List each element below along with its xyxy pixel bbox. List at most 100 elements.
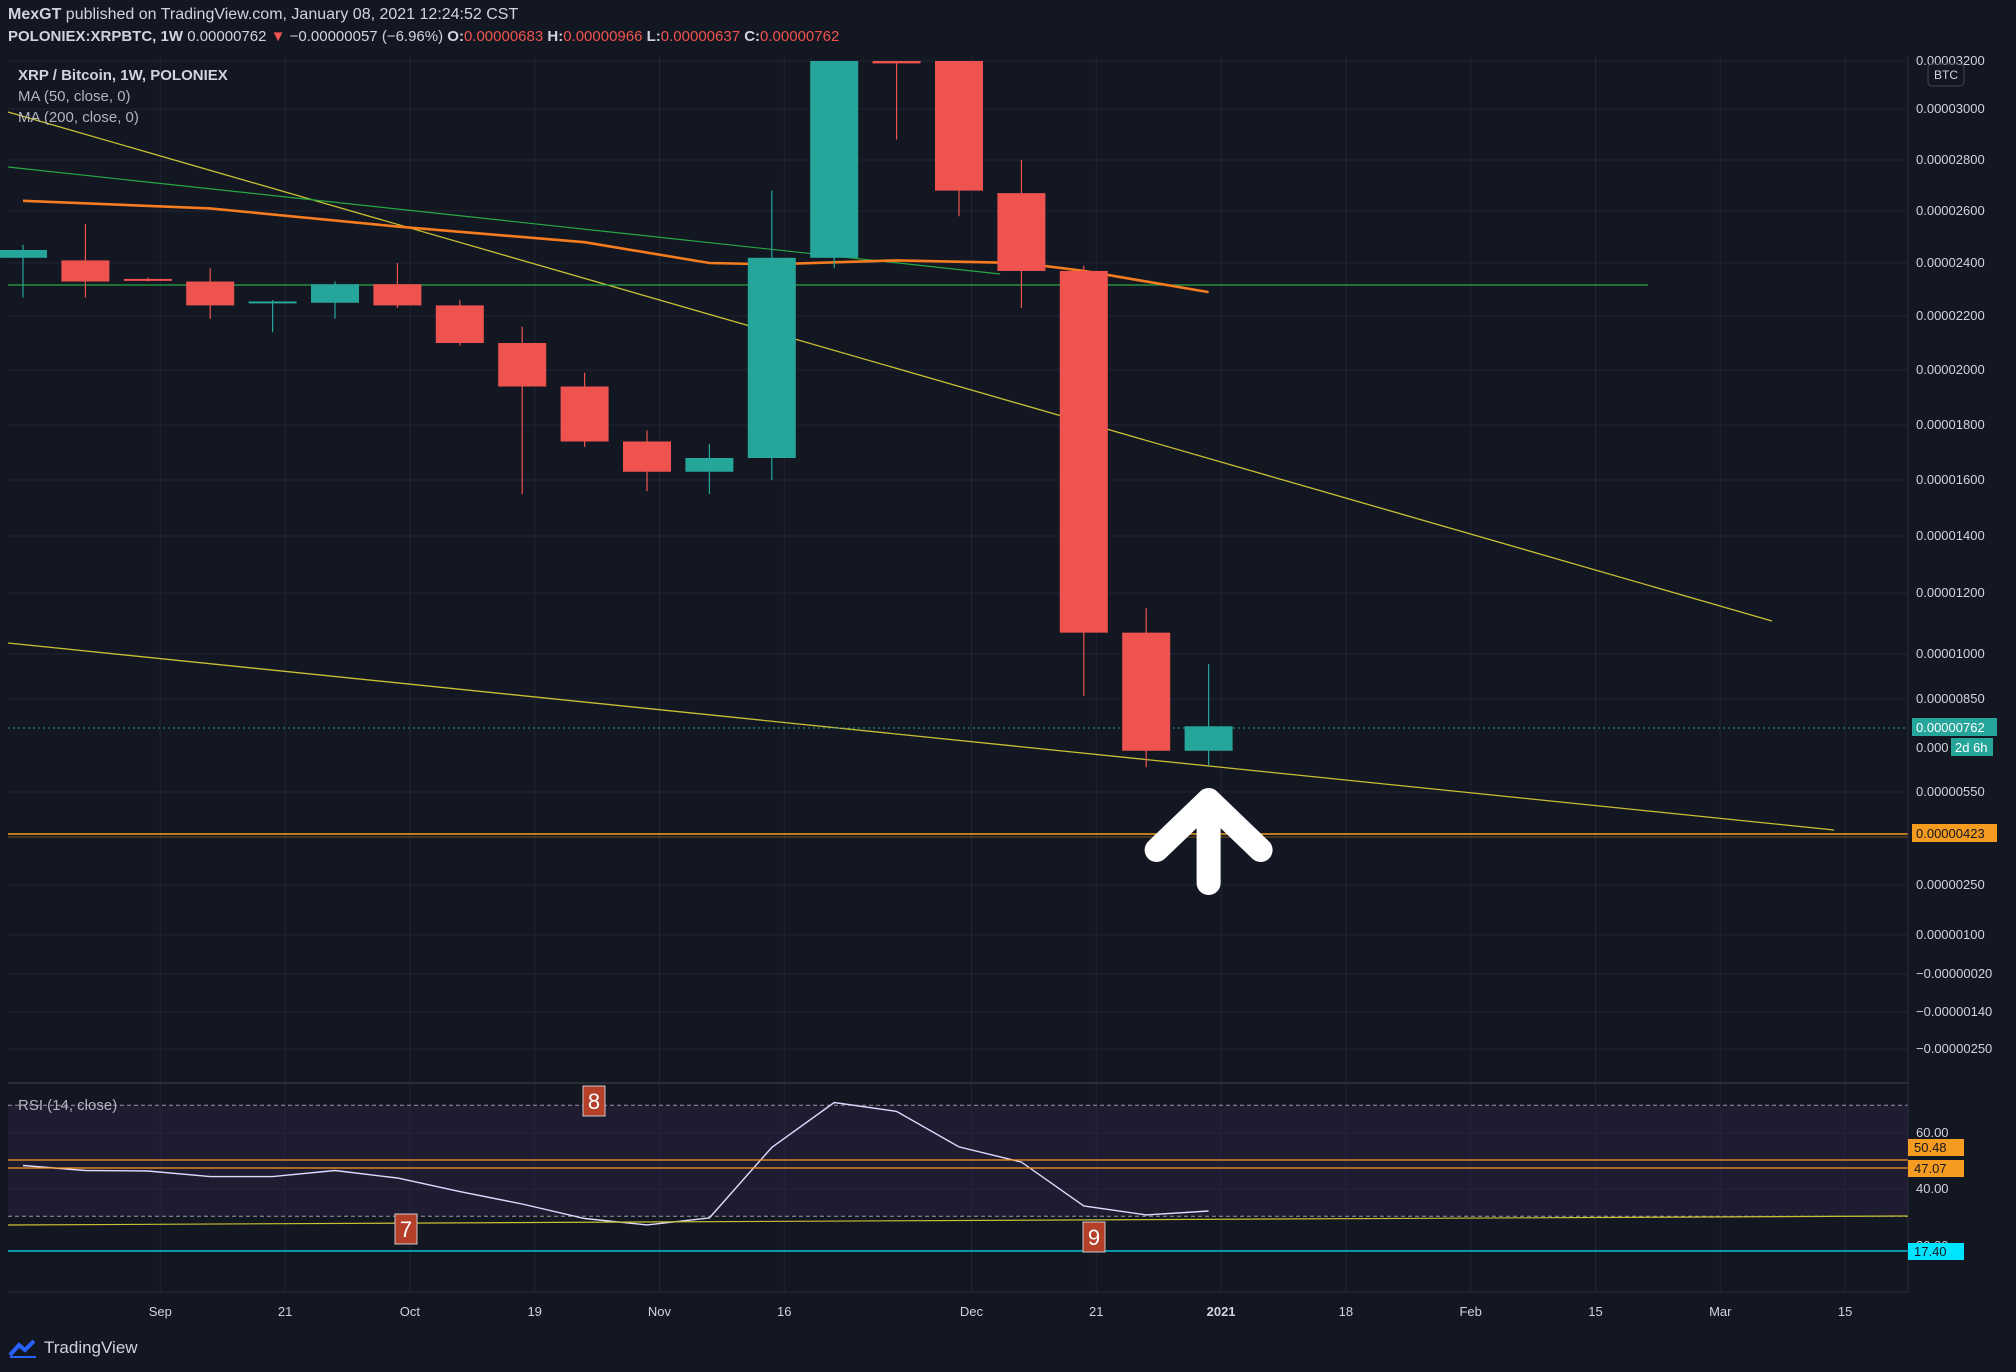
high-value: 0.00000966 bbox=[563, 28, 643, 45]
price-tick-label: 0.00001800 bbox=[1916, 417, 1985, 432]
candle bbox=[560, 372, 609, 447]
candle-body bbox=[0, 250, 47, 258]
time-tick-label: Oct bbox=[400, 1304, 421, 1319]
annotation-number: 7 bbox=[400, 1217, 412, 1242]
time-tick-label: 15 bbox=[1838, 1304, 1852, 1319]
time-tick-label: Dec bbox=[960, 1304, 984, 1319]
candle bbox=[997, 160, 1046, 309]
candle bbox=[747, 190, 796, 480]
price-tick-label: 0.00000250 bbox=[1916, 877, 1985, 892]
author-name[interactable]: MexGT bbox=[8, 6, 62, 23]
candle-body bbox=[1122, 632, 1171, 751]
symbol-name: POLONIEX:XRPBTC, 1W bbox=[8, 28, 184, 45]
annotation-number: 8 bbox=[588, 1089, 600, 1114]
candle-body bbox=[1184, 726, 1233, 751]
rsi-label-text: 50.48 bbox=[1914, 1140, 1947, 1155]
close-value: 0.00000762 bbox=[760, 28, 840, 45]
annotation-box bbox=[1082, 1221, 1106, 1253]
open-label: O: bbox=[447, 28, 464, 45]
legend-pair[interactable]: XRP / Bitcoin, 1W, POLONIEX bbox=[18, 67, 228, 84]
price-tick-label: −0.00000020 bbox=[1916, 966, 1992, 981]
publish-line: MexGT published on TradingView.com, Janu… bbox=[8, 6, 518, 24]
price-tick-label: 0.00000850 bbox=[1916, 691, 1985, 706]
rsi-label-text: 47.07 bbox=[1914, 1161, 1947, 1176]
grid bbox=[8, 56, 1908, 1292]
price-tick-label: 0.00002800 bbox=[1916, 152, 1985, 167]
price-tick-label: 0.00002200 bbox=[1916, 308, 1985, 323]
price-tick-label: 0.00001600 bbox=[1916, 472, 1985, 487]
last-price: 0.00000762 bbox=[187, 28, 267, 45]
currency-label: BTC bbox=[1934, 68, 1958, 82]
high-label: H: bbox=[547, 28, 564, 45]
price-tick-label: 0.00002000 bbox=[1916, 362, 1985, 377]
legend-ma50[interactable]: MA (50, close, 0) bbox=[18, 88, 131, 105]
annotation-marks: 7 8 9 bbox=[394, 1085, 1106, 1253]
price-label-text: 0.00000762 bbox=[1916, 720, 1985, 735]
symbol-line: POLONIEX:XRPBTC, 1W 0.00000762 ▼ −0.0000… bbox=[8, 28, 839, 45]
candle-body bbox=[498, 343, 547, 387]
legend-rsi[interactable]: RSI (14, close) bbox=[18, 1097, 118, 1114]
candle bbox=[498, 326, 547, 494]
annotation-number: 9 bbox=[1088, 1225, 1100, 1250]
time-tick-label: 18 bbox=[1339, 1304, 1353, 1319]
time-tick-label: 19 bbox=[527, 1304, 541, 1319]
candle bbox=[186, 268, 235, 319]
time-tick-label: Feb bbox=[1459, 1304, 1481, 1319]
price-tick-label: 0.00002400 bbox=[1916, 255, 1985, 270]
time-tick-label: 16 bbox=[777, 1304, 791, 1319]
candle bbox=[685, 444, 734, 494]
tradingview-brand[interactable]: TradingView bbox=[8, 1338, 138, 1358]
currency-box bbox=[1927, 63, 1965, 87]
rsi-tick-label: 60.00 bbox=[1916, 1125, 1949, 1140]
price-tick-label: 0.00003200 bbox=[1916, 53, 1985, 68]
price-tick-label: 0.00001200 bbox=[1916, 585, 1985, 600]
price-label-text: 0.00000423 bbox=[1916, 826, 1985, 841]
price-tick-label: −0.00000140 bbox=[1916, 1004, 1992, 1019]
price-tick-label: 0.00000550 bbox=[1916, 784, 1985, 799]
candle-body bbox=[373, 284, 422, 306]
candle bbox=[810, 61, 859, 269]
candle bbox=[872, 61, 921, 140]
candle bbox=[623, 430, 671, 492]
up-arrow-icon bbox=[1144, 788, 1273, 895]
down-arrow-icon: ▼ bbox=[270, 28, 286, 45]
price-label-box bbox=[1912, 738, 1952, 756]
rsi-label-text: 17.40 bbox=[1914, 1244, 1947, 1259]
annotation-box bbox=[582, 1085, 606, 1117]
rsi-plot bbox=[7, 1101, 1909, 1252]
low-value: 0.00000637 bbox=[660, 28, 741, 45]
close-label: C: bbox=[744, 28, 761, 45]
trendline-lower bbox=[7, 642, 1835, 831]
candle bbox=[1122, 608, 1171, 768]
candle-body bbox=[747, 257, 796, 458]
candle-body bbox=[1059, 270, 1108, 633]
time-tick-label: Sep bbox=[149, 1304, 172, 1319]
brand-label: TradingView bbox=[44, 1338, 138, 1357]
rsi-label-box bbox=[1908, 1139, 1964, 1156]
candle-body bbox=[311, 284, 359, 303]
candle-body bbox=[685, 458, 734, 472]
price-label-text: 0.000 bbox=[1916, 740, 1949, 755]
open-value: 0.00000683 bbox=[463, 28, 544, 45]
rsi-band bbox=[8, 1105, 1908, 1217]
legend-ma200[interactable]: MA (200, close, 0) bbox=[18, 109, 139, 126]
price-label-box bbox=[1951, 738, 1993, 756]
ma50-line bbox=[22, 199, 1209, 294]
trendline-upper bbox=[7, 111, 1773, 622]
candle bbox=[0, 244, 47, 298]
annotation-box bbox=[394, 1213, 418, 1245]
price-label-text: 2d 6h bbox=[1955, 740, 1988, 755]
price-tick-label: 0.00000100 bbox=[1916, 927, 1985, 942]
candle-body bbox=[435, 305, 484, 343]
low-label: L: bbox=[646, 28, 661, 45]
candle bbox=[248, 300, 297, 333]
rsi-label-box bbox=[1908, 1243, 1964, 1260]
candle bbox=[935, 61, 983, 217]
axes: 0.00003200 0.00003000 0.00002800 0.00002600… bbox=[149, 53, 1997, 1319]
price-label-box bbox=[1912, 718, 1997, 736]
candle bbox=[373, 263, 422, 309]
candle bbox=[1184, 664, 1233, 766]
time-tick-label: 21 bbox=[278, 1304, 292, 1319]
candle-body bbox=[61, 260, 110, 282]
